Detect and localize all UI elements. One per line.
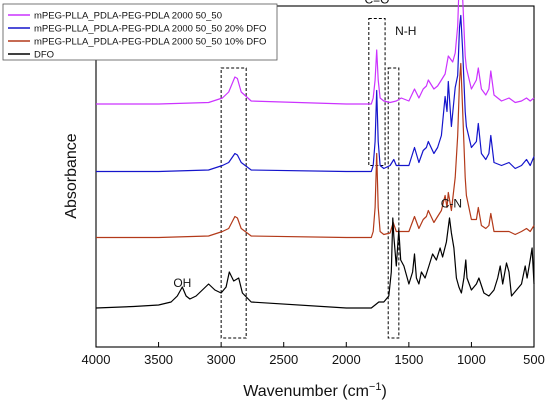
x-tick-label: 4000: [82, 352, 111, 367]
series-line-1: [96, 0, 535, 105]
x-axis-title: Wavenumber (cm−1): [243, 381, 387, 400]
series-line-4: [95, 217, 535, 309]
annotation-boxes: [220, 18, 400, 339]
x-tick-label: 2000: [332, 352, 361, 367]
legend-box: [2, 3, 278, 61]
x-tick-label: 3000: [207, 352, 236, 367]
x-tick-label: 1000: [457, 352, 486, 367]
annotation-label-2: C=O: [364, 0, 389, 7]
spectra-lines: [95, 0, 535, 309]
x-tick-label: 3500: [144, 352, 173, 367]
x-tick-label: 500: [523, 352, 545, 367]
annotation-box-1: [220, 67, 247, 339]
plot-frame: [95, 5, 535, 348]
legend-label-4: DFO: [34, 50, 54, 61]
x-axis-ticks: 4000 3500 3000 2500 2000 1500 1000 500: [82, 342, 545, 367]
annotation-label-4: OH: [173, 276, 191, 290]
y-axis-title: Absorbance: [63, 133, 80, 218]
series-line-2: [96, 14, 535, 173]
annotation-label-3: N-H: [395, 24, 416, 38]
legend-label-2: mPEG-PLLA_PDLA-PEG-PDLA 2000 50_50 20% D…: [34, 24, 266, 35]
x-tick-label: 1500: [394, 352, 423, 367]
series-line-3: [96, 62, 535, 239]
legend-label-1: mPEG-PLLA_PDLA-PEG-PDLA 2000 50_50: [34, 11, 222, 22]
x-tick-label: 2500: [269, 352, 298, 367]
legend-label-3: mPEG-PLLA_PDLA-PEG-PDLA 2000 50_50 10% D…: [34, 37, 266, 48]
legend: mPEG-PLLA_PDLA-PEG-PDLA 2000 50_50 mPEG-P…: [2, 3, 278, 61]
annotation-label-5: C-N: [441, 197, 462, 211]
annotation-box-3: [387, 67, 400, 339]
